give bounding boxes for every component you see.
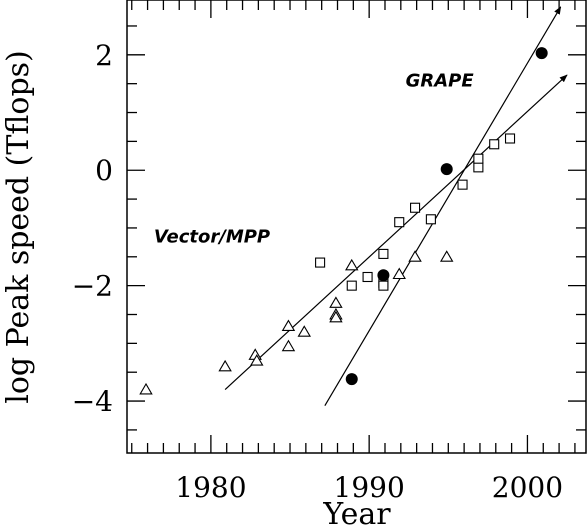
square-marker (378, 248, 389, 259)
triangle-marker (408, 250, 422, 262)
filled-circle-marker (377, 269, 390, 282)
plot-frame (126, 0, 587, 454)
triangle-marker (392, 267, 406, 280)
filled-circle-marker (440, 163, 453, 176)
triangle-marker (250, 354, 264, 366)
triangle-marker (329, 310, 343, 323)
square-marker (457, 179, 468, 190)
y-tick-label: 0 (95, 154, 113, 187)
square-marker (394, 217, 405, 228)
filled-circle-marker (345, 373, 358, 386)
square-marker (489, 139, 500, 150)
triangle-marker (439, 250, 454, 262)
square-marker (346, 280, 357, 291)
y-axis-label: log Peak speed (Tflops) (1, 50, 36, 404)
triangle-marker (281, 319, 296, 331)
x-tick-label: 1980 (175, 471, 246, 504)
square-marker (473, 162, 484, 173)
tick-labels: 1980 1990 2000 2 0 −2 −4 (72, 39, 563, 504)
square-marker (362, 271, 373, 283)
square-marker (425, 214, 436, 225)
x-tick-label: 1990 (334, 471, 405, 504)
axis-ticks (127, 0, 586, 453)
y-tick-label: 2 (95, 39, 113, 72)
trend-line (224, 74, 568, 390)
y-tick-label: −2 (72, 270, 113, 303)
annotation-grape: GRAPE (406, 71, 475, 92)
triangle-marker (345, 258, 359, 271)
trend-lines (224, 6, 568, 406)
triangle-marker (329, 296, 343, 308)
annotation-vector-mpp: Vector/MPP (154, 226, 270, 247)
triangle-marker (281, 339, 296, 352)
square-marker (504, 133, 516, 144)
triangle-marker (297, 325, 312, 337)
trend-line (324, 6, 562, 406)
square-marker (315, 257, 326, 268)
square-marker (378, 280, 389, 291)
data-markers (139, 47, 548, 395)
triangle-marker (218, 359, 232, 372)
triangle-marker (139, 382, 153, 395)
x-tick-label: 2000 (492, 471, 563, 504)
x-axis-label: Year (322, 497, 391, 528)
square-marker (410, 202, 421, 213)
y-tick-label: −4 (72, 385, 113, 418)
filled-circle-marker (535, 47, 548, 60)
square-marker (473, 153, 484, 164)
